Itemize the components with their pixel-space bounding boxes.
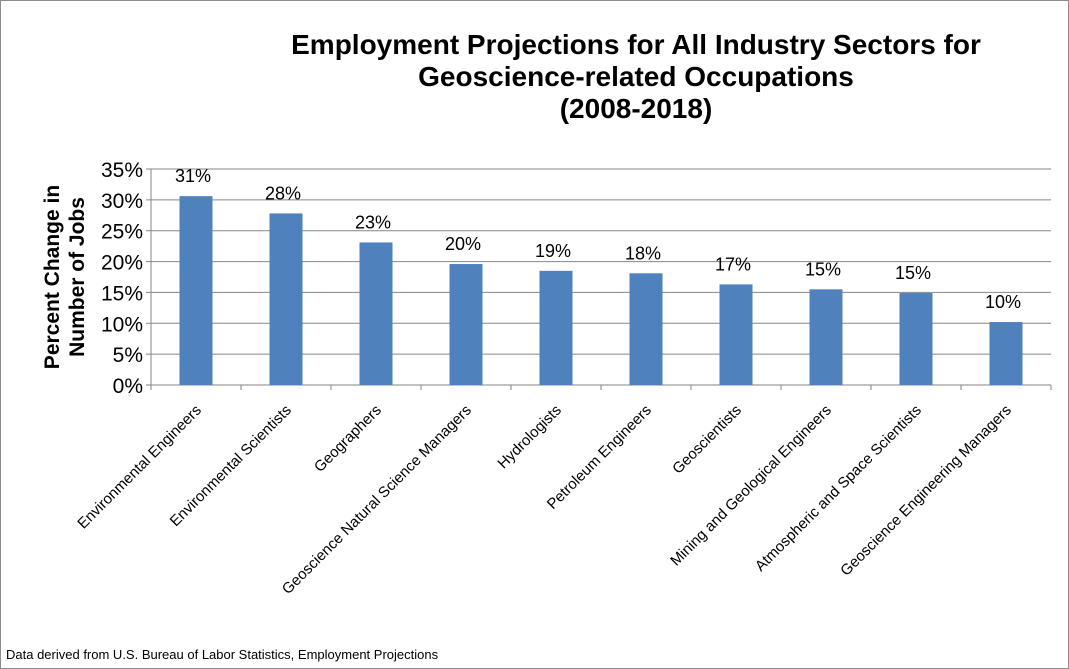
bar — [359, 242, 393, 385]
data-label: 15% — [805, 259, 841, 279]
data-label: 23% — [355, 212, 391, 232]
bar — [269, 213, 303, 385]
y-tick-label: 15% — [101, 282, 143, 305]
bar — [449, 264, 483, 385]
data-label: 18% — [625, 243, 661, 263]
y-axis-title-line: Number of Jobs — [66, 197, 89, 357]
category-label: Atmospheric and Space Scientists — [752, 402, 925, 575]
y-tick-label: 30% — [101, 190, 143, 213]
y-tick-label: 0% — [113, 375, 143, 398]
data-label: 20% — [445, 234, 481, 254]
chart-title-line-2: Geoscience-related Occupations — [418, 61, 854, 92]
data-label: 15% — [895, 263, 931, 283]
data-label: 31% — [175, 166, 211, 186]
category-label: Geoscience Natural Science Managers — [279, 402, 475, 598]
y-tick-label: 35% — [101, 159, 143, 182]
data-label: 10% — [985, 292, 1021, 312]
chart-title: Employment Projections for All Industry … — [221, 29, 1051, 125]
category-label: Hydrologists — [494, 402, 564, 472]
bar — [989, 322, 1023, 385]
y-tick-label: 25% — [101, 221, 143, 244]
category-label: Geographers — [311, 402, 385, 476]
y-axis-title-line: Percent Change in — [41, 185, 64, 369]
bar — [719, 284, 753, 385]
data-label: 19% — [535, 241, 571, 261]
y-tick-label: 20% — [101, 252, 143, 275]
data-label: 28% — [265, 183, 301, 203]
bar — [899, 293, 933, 385]
bar — [539, 270, 573, 385]
bar — [179, 196, 213, 385]
category-label: Mining and Geological Engineers — [667, 402, 835, 570]
chart-title-line-3: (2008-2018) — [559, 93, 713, 124]
source-note: Data derived from U.S. Bureau of Labor S… — [6, 647, 439, 662]
category-label: Geoscience Engineering Managers — [837, 402, 1015, 580]
y-tick-label: 10% — [101, 313, 143, 336]
chart-title-line-1: Employment Projections for All Industry … — [291, 29, 981, 60]
y-tick-label: 5% — [113, 344, 143, 367]
category-label: Geoscientists — [669, 402, 745, 478]
data-label: 17% — [715, 254, 751, 274]
category-label: Petroleum Engineers — [544, 402, 655, 513]
bar — [629, 273, 663, 385]
y-axis-title: Percent Change inNumber of Jobs — [41, 185, 89, 369]
bar — [809, 289, 843, 385]
